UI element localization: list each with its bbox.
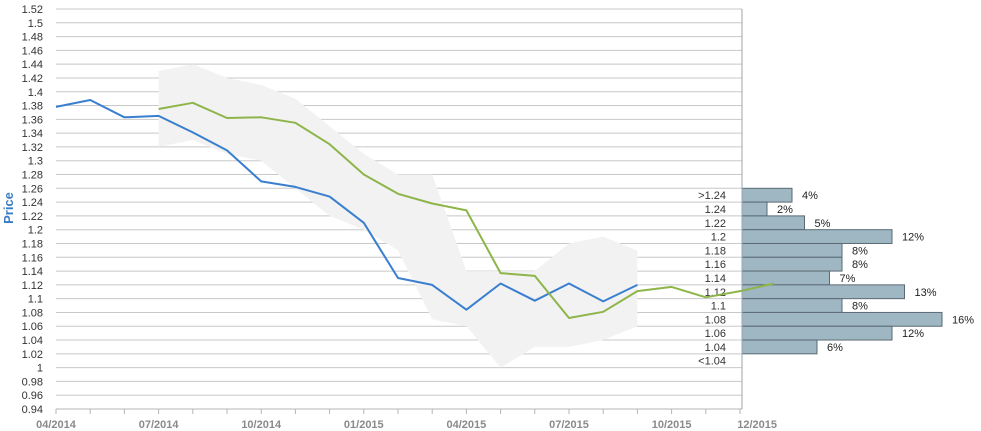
y-tick-label: 1 xyxy=(37,363,43,375)
distribution-bar xyxy=(741,284,905,300)
series-lines xyxy=(55,99,775,319)
y-tick-label: 0.98 xyxy=(22,376,43,388)
series-line-2 xyxy=(158,101,775,319)
distribution-bin-label: 1.2 xyxy=(711,232,726,244)
y-tick-label: 1.16 xyxy=(22,252,43,264)
distribution-bin-label: 1.08 xyxy=(705,314,726,326)
y-axis-label: Price xyxy=(1,192,16,224)
distribution-bin-label: 1.22 xyxy=(705,218,726,230)
x-tick-label: 10/2014 xyxy=(241,419,282,431)
distribution-bin-label: 1.16 xyxy=(705,259,726,271)
x-tick-label: 10/2015 xyxy=(652,419,692,431)
y-tick-label: 1.4 xyxy=(28,87,43,99)
y-tick-label: 1.36 xyxy=(22,114,43,126)
distribution-bin-label: 1.06 xyxy=(705,328,726,340)
distribution-bin-label: <1.04 xyxy=(698,356,726,368)
y-tick-label: 0.94 xyxy=(22,404,43,416)
y-tick-label: 1.48 xyxy=(22,32,43,44)
distribution-percent-label: 12% xyxy=(902,328,924,340)
y-tick-label: 1.26 xyxy=(22,183,43,195)
distribution-bin-label: >1.24 xyxy=(698,190,726,202)
y-tick-label: 1.12 xyxy=(22,280,43,292)
distribution-percent-label: 4% xyxy=(802,190,818,202)
y-tick-label: 1.52 xyxy=(22,4,43,16)
y-tick-labels: 0.94 0.96 0.981 1.02 1.04 1.06 1.081.1 1.12 1.14… xyxy=(22,4,43,416)
y-tick-label: 1.32 xyxy=(22,142,43,154)
distribution-bin-label: 1.1 xyxy=(711,301,726,313)
distribution-bars: >1.24 4% 1.24 2% 1.22 5% 1.2 12% 1.18 8% 1.16 8% 1.1… xyxy=(698,187,974,368)
y-tick-label: 1.42 xyxy=(22,73,43,85)
y-tick-label: 1.2 xyxy=(28,225,43,237)
distribution-percent-label: 6% xyxy=(827,342,843,354)
y-tick-label: 1.06 xyxy=(22,321,43,333)
x-tick-label: 04/2015 xyxy=(447,419,487,431)
distribution-percent-label: 8% xyxy=(852,245,868,257)
distribution-percent-label: 2% xyxy=(777,204,793,216)
distribution-bar xyxy=(741,270,830,286)
distribution-percent-label: 5% xyxy=(815,218,831,230)
y-tick-label: 1.5 xyxy=(28,18,43,30)
y-tick-label: 1.24 xyxy=(22,197,43,209)
y-tick-label: 1.38 xyxy=(22,101,43,113)
x-tick-label: 07/2015 xyxy=(549,419,589,431)
distribution-bin-label: 1.04 xyxy=(705,342,726,354)
distribution-bar xyxy=(741,242,843,258)
distribution-percent-label: 13% xyxy=(915,287,937,299)
y-tick-label: 1.18 xyxy=(22,238,43,250)
y-tick-label: 1.46 xyxy=(22,45,43,57)
distribution-bar xyxy=(741,325,893,341)
distribution-bar xyxy=(741,215,805,231)
distribution-bar xyxy=(741,298,843,313)
distribution-percent-label: 8% xyxy=(852,301,868,313)
series-line-1 xyxy=(55,99,638,311)
y-tick-label: 1.3 xyxy=(28,156,43,168)
distribution-percent-label: 16% xyxy=(952,314,974,326)
distribution-percent-label: 12% xyxy=(902,232,924,244)
distribution-bar xyxy=(741,339,818,355)
y-tick-label: 1.44 xyxy=(22,59,43,71)
distribution-bar xyxy=(741,187,793,203)
x-tick-label: 12/2015 xyxy=(737,419,777,431)
y-tick-label: 1.34 xyxy=(22,128,43,140)
x-tick-label: 07/2014 xyxy=(139,419,180,431)
y-tick-label: 1.08 xyxy=(22,307,43,319)
distribution-bar xyxy=(741,311,943,327)
distribution-bar xyxy=(741,256,843,272)
x-tick-label: 04/2014 xyxy=(36,419,77,431)
distribution-bar xyxy=(741,201,768,217)
y-tick-label: 1.02 xyxy=(22,349,43,361)
y-tick-label: 1.22 xyxy=(22,211,43,223)
y-tick-label: 0.96 xyxy=(22,390,43,402)
distribution-percent-label: 8% xyxy=(852,259,868,271)
distribution-bar xyxy=(741,229,893,244)
distribution-percent-label: 7% xyxy=(840,273,856,285)
y-tick-label: 1.04 xyxy=(22,335,43,347)
x-tick-label: 01/2015 xyxy=(344,419,384,431)
y-tick-label: 1.1 xyxy=(28,294,43,306)
x-tick-labels: 04/2014 07/2014 10/2014 01/2015 04/2015 07/20… xyxy=(36,419,777,431)
axes xyxy=(55,9,743,414)
y-tick-label: 1.14 xyxy=(22,266,43,278)
distribution-bin-label: 1.14 xyxy=(705,273,726,285)
distribution-bin-label: 1.24 xyxy=(705,204,726,216)
y-tick-label: 1.28 xyxy=(22,170,43,182)
distribution-bin-label: 1.18 xyxy=(705,245,726,257)
